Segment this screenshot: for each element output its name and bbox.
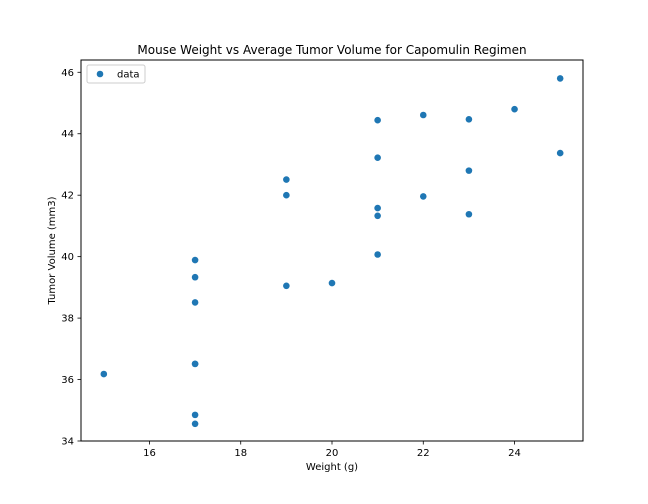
- x-tick-label: 18: [234, 448, 247, 459]
- data-point: [191, 273, 199, 281]
- x-tick-label: 22: [417, 448, 430, 459]
- data-point: [283, 191, 290, 199]
- data-point: [283, 176, 290, 183]
- chart-title: Mouse Weight vs Average Tumor Volume for…: [137, 43, 526, 57]
- plot-area-frame: [80, 59, 584, 442]
- data-point: [374, 212, 381, 220]
- data-point: [191, 360, 199, 368]
- data-point: [465, 167, 473, 174]
- data-point: [374, 251, 381, 258]
- x-tick-label: 16: [143, 448, 156, 459]
- x-tick-label: 20: [326, 448, 339, 459]
- legend: data: [86, 64, 146, 84]
- y-axis-label: Tumor Volume (mm3): [47, 196, 58, 305]
- data-points: [100, 75, 564, 428]
- y-tick-label: 46: [61, 68, 74, 79]
- x-axis-ticks: 16 18 20 22 24: [143, 441, 521, 459]
- y-tick-label: 38: [61, 314, 74, 325]
- y-tick-label: 34: [61, 437, 74, 448]
- data-point: [374, 116, 381, 124]
- data-point: [328, 279, 336, 287]
- y-tick-label: 44: [61, 129, 74, 140]
- data-point: [465, 116, 473, 123]
- y-axis-ticks: 34 36 38 40 42 44 46: [61, 68, 81, 448]
- data-point: [191, 411, 199, 419]
- data-point: [556, 149, 564, 157]
- data-point: [419, 111, 427, 119]
- data-point: [374, 154, 381, 162]
- y-tick-label: 42: [61, 191, 74, 202]
- y-tick-label: 36: [61, 375, 74, 386]
- data-point: [511, 105, 518, 113]
- x-tick-label: 24: [508, 448, 521, 459]
- data-point: [191, 256, 199, 264]
- data-point: [191, 420, 199, 428]
- legend-box: [86, 64, 146, 84]
- data-point: [465, 210, 473, 218]
- legend-marker-data: [96, 70, 104, 78]
- data-point: [556, 75, 564, 82]
- y-tick-label: 40: [61, 252, 74, 263]
- data-point: [100, 370, 108, 378]
- data-point: [191, 299, 199, 306]
- data-point: [374, 204, 381, 212]
- data-point: [283, 282, 290, 290]
- data-point: [419, 193, 427, 200]
- x-axis-label: Weight (g): [306, 462, 358, 473]
- legend-label-data: data: [117, 70, 140, 81]
